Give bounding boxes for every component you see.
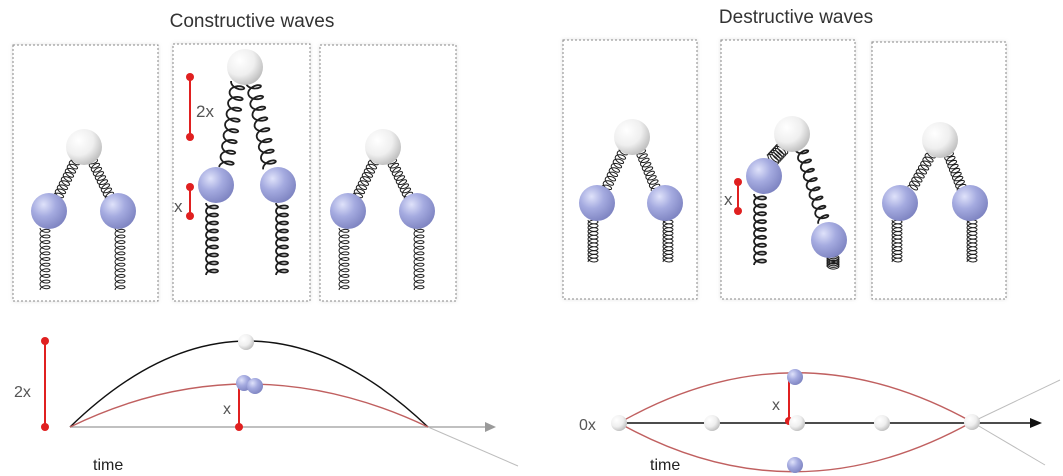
wave-tail-up [971,379,1061,423]
label-2x-panel: 2x [196,102,214,121]
spring [413,227,425,291]
wave-tail [427,426,519,467]
destructive-panel-3 [871,41,1007,300]
blue-mass [31,193,67,229]
marker-dot [186,183,194,191]
marker-dot [186,212,194,220]
spring [753,193,767,266]
axis-arrowhead [485,422,496,432]
axis-arrowhead [1030,418,1042,428]
blue-mass-bottom [787,457,803,473]
white-mass-node [704,415,720,431]
white-mass [614,119,650,155]
spring [966,219,978,263]
label-x-graph: x [223,401,231,418]
spring [386,158,414,200]
constructive-graph [41,334,519,467]
spring [942,151,967,191]
constructive-title: Constructive waves [170,11,335,32]
white-mass [365,129,401,165]
blue-mass [647,185,683,221]
spring [662,219,674,263]
wave-tail-down [971,421,1046,466]
label-2x-graph: 2x [14,384,31,401]
destructive-panel-1 [562,39,698,300]
blue-mass [579,185,615,221]
marker-dot [41,337,49,345]
white-mass [66,129,102,165]
spring [87,158,115,200]
white-mass-node [789,415,805,431]
spring [766,143,789,165]
white-mass-node [874,415,890,431]
label-x-panel: x [724,190,733,209]
blue-mass [399,193,435,229]
destructive-graph [611,369,1061,473]
spring [352,157,380,199]
marker-dot [734,178,742,186]
spring [794,149,830,224]
blue-mass [811,222,847,258]
time-label: time [93,457,123,474]
spring [218,81,246,168]
white-mass [922,122,958,158]
label-x-panel: x [174,197,183,216]
spring [826,254,840,270]
blue-mass [198,167,234,203]
spring [891,219,903,263]
spring [587,219,599,263]
blue-mass-top [787,369,803,385]
spring [634,149,661,192]
blue-mass [100,193,136,229]
blue-mass [952,185,988,221]
marker-dot [235,423,243,431]
constructive-panel-1 [12,44,159,302]
constructive-markers [186,73,194,220]
white-mass [227,49,263,85]
destructive-title: Destructive waves [719,7,873,28]
blue-mass-peak [247,378,263,394]
spring [39,227,51,291]
destructive-panels [562,39,1007,300]
marker-dot [186,73,194,81]
spring [114,227,126,291]
marker-dot [41,423,49,431]
spring [205,202,219,276]
masses-layer [31,49,988,258]
constructive-panels [12,43,457,302]
spring [338,227,350,291]
label-0x-graph: 0x [579,417,596,434]
spring [245,83,277,170]
white-mass [774,116,810,152]
constructive-panel-3 [319,44,457,302]
springs-layer [39,81,978,291]
marker-dot [186,133,194,141]
destructive-markers [734,178,742,215]
white-mass-peak [238,334,254,350]
time-label: time [650,457,680,474]
spring [275,202,289,276]
blue-mass [330,193,366,229]
white-mass-node [964,414,980,430]
marker-dot [734,207,742,215]
blue-mass [882,185,918,221]
white-mass-node [611,415,627,431]
label-x-graph: x [772,397,780,414]
blue-mass [260,167,296,203]
blue-mass [746,158,782,194]
spring [907,150,936,191]
spring [601,147,629,190]
spring [53,157,81,199]
